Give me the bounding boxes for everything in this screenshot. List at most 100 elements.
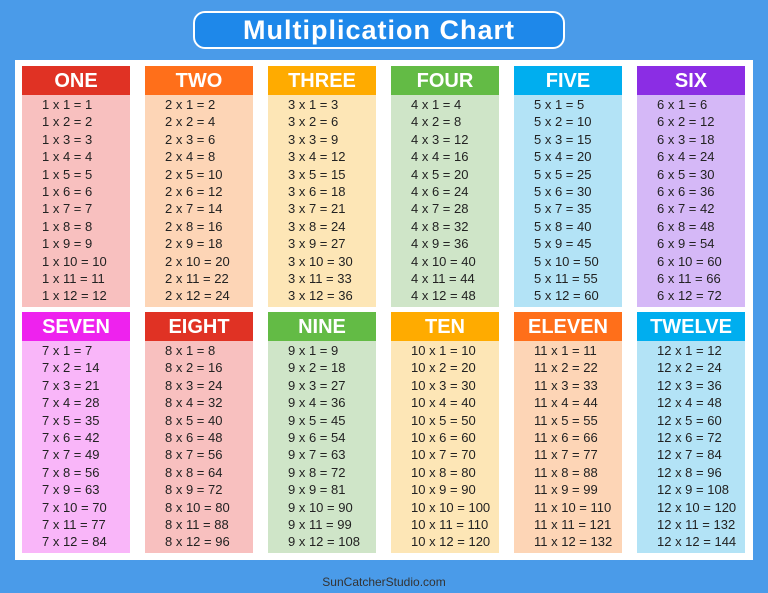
table-row: 1 x 1 = 1 [42, 97, 93, 112]
table-row: 2 x 10 = 20 [165, 253, 230, 269]
table-row: 9 x 9 = 81 [288, 482, 346, 498]
table-row: 3 x 7 = 21 [288, 201, 346, 217]
table-row: 3 x 5 = 15 [288, 166, 346, 182]
table-row: 8 x 6 = 48 [165, 430, 223, 446]
table-row: 8 x 7 = 56 [165, 447, 223, 463]
table-row: 8 x 2 = 16 [165, 360, 223, 376]
table-row: 8 x 8 = 64 [165, 464, 223, 480]
table-header: TWELVE [637, 312, 745, 341]
table-row: 5 x 9 = 45 [534, 236, 592, 252]
table-six: SIX 6 x 1 = 6 6 x 2 = 12 6 x 3 = 18 6 x 4 = … [637, 66, 745, 307]
table-row: 1 x 12 = 12 [42, 288, 107, 304]
table-row: 3 x 12 = 36 [288, 288, 353, 304]
table-row: 11 x 7 = 77 [534, 447, 598, 463]
table-row: 7 x 4 = 28 [42, 395, 100, 411]
table-row: 11 x 2 = 22 [534, 360, 598, 376]
table-body: 11 x 1 = 11 11 x 2 = 22 11 x 3 = 33 11 x 4 … [514, 341, 622, 553]
table-row: 1 x 10 = 10 [42, 253, 107, 269]
table-header: FOUR [391, 66, 499, 95]
table-row: 3 x 2 = 6 [288, 114, 339, 130]
table-row: 2 x 6 = 12 [165, 184, 223, 200]
table-header: ELEVEN [514, 312, 622, 341]
table-row: 5 x 4 = 20 [534, 149, 592, 165]
table-row: 5 x 6 = 30 [534, 184, 592, 200]
table-row: 6 x 9 = 54 [657, 236, 715, 252]
table-row: 6 x 1 = 6 [657, 97, 708, 112]
table-body: 12 x 1 = 12 12 x 2 = 24 12 x 3 = 36 12 x 4 … [637, 341, 745, 553]
table-header: ONE [22, 66, 130, 95]
table-row: 10 x 3 = 30 [411, 377, 476, 393]
table-row: 12 x 3 = 36 [657, 377, 722, 393]
table-row: 10 x 7 = 70 [411, 447, 476, 463]
table-row: 3 x 4 = 12 [288, 149, 346, 165]
table-row: 4 x 8 = 32 [411, 218, 469, 234]
table-row: 1 x 6 = 6 [42, 184, 93, 200]
table-row: 11 x 1 = 11 [534, 343, 597, 358]
table-ten: TEN 10 x 1 = 10 10 x 2 = 20 10 x 3 = 30 10 x… [391, 312, 499, 553]
table-row: 4 x 12 = 48 [411, 288, 476, 304]
table-row: 4 x 4 = 16 [411, 149, 469, 165]
table-row: 9 x 11 = 99 [288, 517, 352, 533]
table-row: 2 x 9 = 18 [165, 236, 223, 252]
table-row: 6 x 3 = 18 [657, 131, 715, 147]
table-row: 11 x 12 = 132 [534, 534, 613, 550]
table-row: 9 x 6 = 54 [288, 430, 346, 446]
table-row: 2 x 12 = 24 [165, 288, 230, 304]
table-row: 5 x 11 = 55 [534, 271, 598, 287]
table-row: 10 x 12 = 120 [411, 534, 491, 550]
table-row: 11 x 3 = 33 [534, 377, 598, 393]
table-row: 5 x 12 = 60 [534, 288, 599, 304]
table-row: 1 x 2 = 2 [42, 114, 93, 130]
table-row: 7 x 6 = 42 [42, 430, 100, 446]
table-row: 6 x 2 = 12 [657, 114, 715, 130]
table-row: 7 x 9 = 63 [42, 482, 100, 498]
table-header: THREE [268, 66, 376, 95]
table-row: 6 x 7 = 42 [657, 201, 715, 217]
table-five: FIVE 5 x 1 = 5 5 x 2 = 10 5 x 3 = 15 5 x 4 =… [514, 66, 622, 307]
table-row: 9 x 12 = 108 [288, 534, 360, 550]
table-row: 11 x 8 = 88 [534, 464, 598, 480]
table-seven: SEVEN 7 x 1 = 7 7 x 2 = 14 7 x 3 = 21 7 x 4 … [22, 312, 130, 553]
table-row: 6 x 5 = 30 [657, 166, 715, 182]
table-row: 5 x 8 = 40 [534, 218, 592, 234]
table-row: 4 x 11 = 44 [411, 271, 475, 287]
table-row: 12 x 2 = 24 [657, 360, 722, 376]
table-row: 9 x 7 = 63 [288, 447, 346, 463]
table-row: 3 x 1 = 3 [288, 97, 339, 112]
table-row: 3 x 3 = 9 [288, 131, 339, 147]
table-row: 12 x 12 = 144 [657, 534, 737, 550]
table-row: 11 x 4 = 44 [534, 395, 598, 411]
table-row: 11 x 5 = 55 [534, 412, 598, 428]
table-row: 7 x 1 = 7 [42, 343, 93, 358]
table-row: 4 x 9 = 36 [411, 236, 469, 252]
table-row: 3 x 10 = 30 [288, 253, 353, 269]
table-row: 4 x 6 = 24 [411, 184, 469, 200]
table-row: 1 x 3 = 3 [42, 131, 93, 147]
table-row: 10 x 5 = 50 [411, 412, 476, 428]
table-row: 5 x 7 = 35 [534, 201, 592, 217]
table-row: 12 x 1 = 12 [657, 343, 722, 358]
table-row: 8 x 4 = 32 [165, 395, 223, 411]
table-row: 1 x 11 = 11 [42, 271, 105, 287]
table-header: EIGHT [145, 312, 253, 341]
table-row: 12 x 9 = 108 [657, 482, 729, 498]
table-row: 11 x 9 = 99 [534, 482, 598, 498]
table-row: 12 x 4 = 48 [657, 395, 722, 411]
table-row: 1 x 8 = 8 [42, 218, 93, 234]
table-row: 6 x 11 = 66 [657, 271, 721, 287]
table-row: 2 x 4 = 8 [165, 149, 216, 165]
table-row: 11 x 10 = 110 [534, 499, 612, 515]
table-row: 2 x 3 = 6 [165, 131, 216, 147]
table-header: SIX [637, 66, 745, 95]
